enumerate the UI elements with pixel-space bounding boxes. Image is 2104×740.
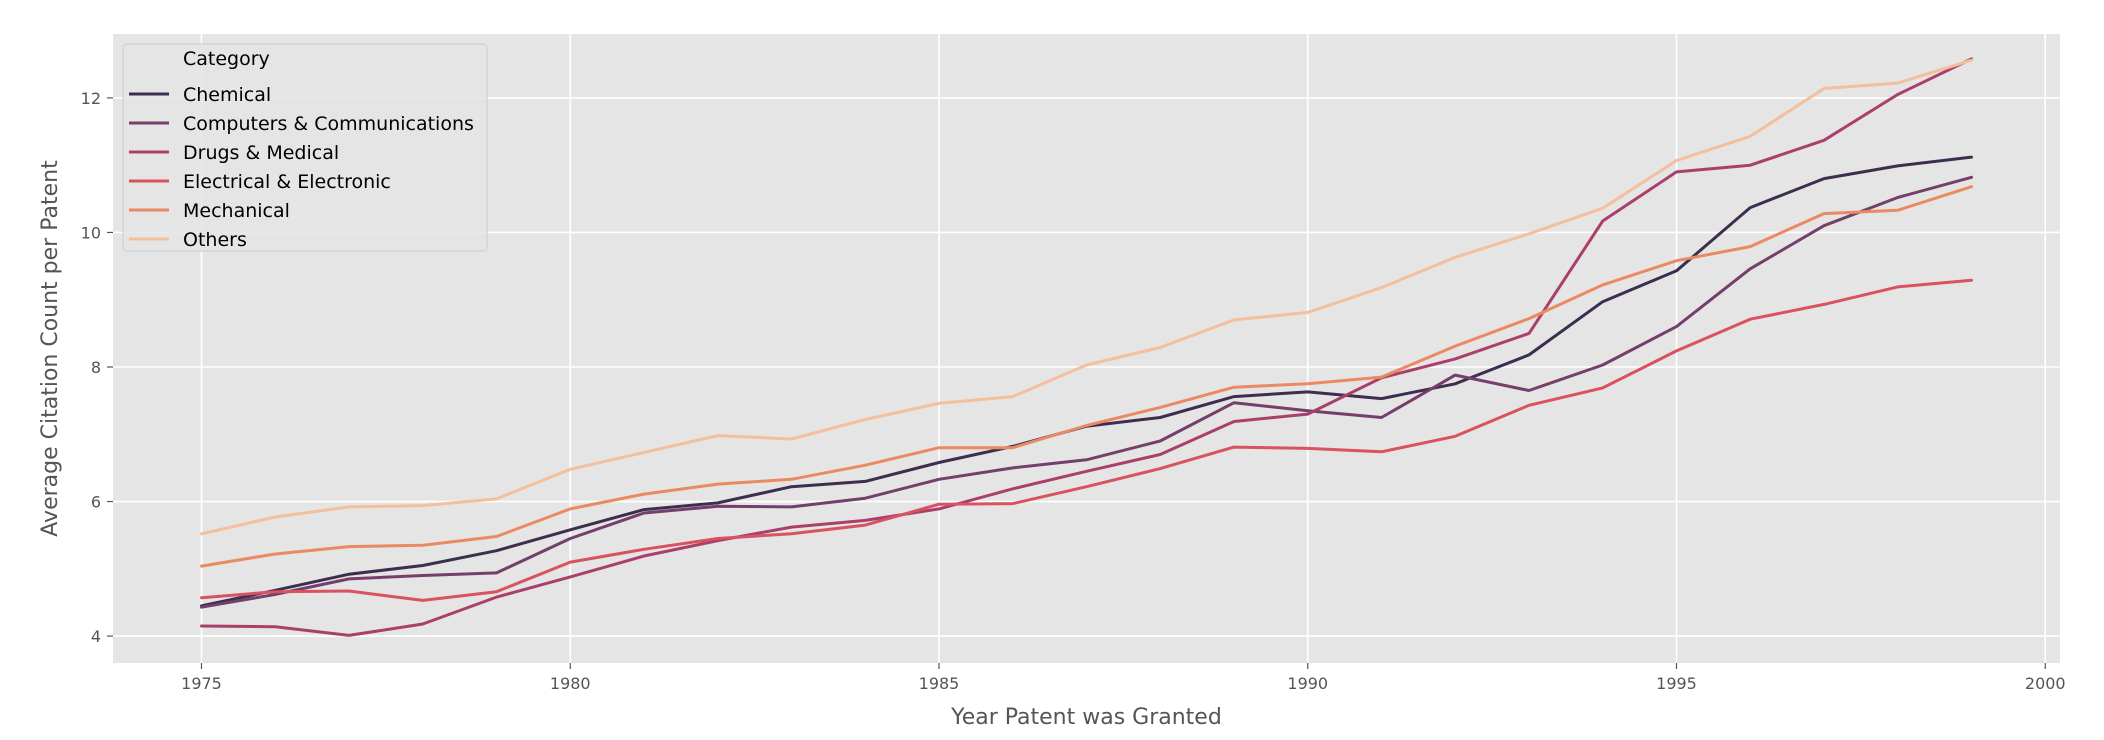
legend-title: Category	[183, 48, 270, 70]
y-tick-label: 10	[81, 223, 101, 242]
series-line-3	[200, 278, 1973, 602]
y-axis-label: Average Citation Count per Patent	[38, 160, 63, 537]
series-line-1	[200, 175, 1973, 609]
legend: Category Chemical Computers & Communicati…	[122, 43, 488, 252]
x-tick-label: 1995	[1656, 674, 1697, 693]
legend-entry: Chemical	[183, 84, 271, 106]
x-tick-label: 1990	[1287, 674, 1328, 693]
x-tick-label: 1975	[181, 674, 222, 693]
x-tick-label: 2000	[2025, 674, 2066, 693]
legend-entry: Computers & Communications	[183, 113, 474, 135]
x-tick-label: 1985	[919, 674, 960, 693]
axes: 1975 1980 1985 1990 1995 2000 4 6 8 10 12	[81, 89, 2066, 693]
y-tick-label: 6	[91, 493, 101, 512]
y-tick-label: 4	[91, 627, 101, 646]
x-axis-label: Year Patent was Granted	[950, 705, 1222, 730]
legend-entry: Mechanical	[183, 200, 290, 222]
legend-box	[122, 43, 488, 252]
series-line-4	[200, 185, 1973, 568]
series-lines	[200, 57, 1973, 637]
y-tick-label: 8	[91, 358, 101, 377]
series-line-5	[200, 58, 1973, 536]
legend-entry: Drugs & Medical	[183, 142, 339, 164]
y-tick-label: 12	[81, 89, 101, 108]
series-line-2	[200, 57, 1973, 637]
legend-entry: Others	[183, 229, 247, 251]
legend-entry: Electrical & Electronic	[183, 171, 391, 193]
x-tick-label: 1980	[550, 674, 591, 693]
